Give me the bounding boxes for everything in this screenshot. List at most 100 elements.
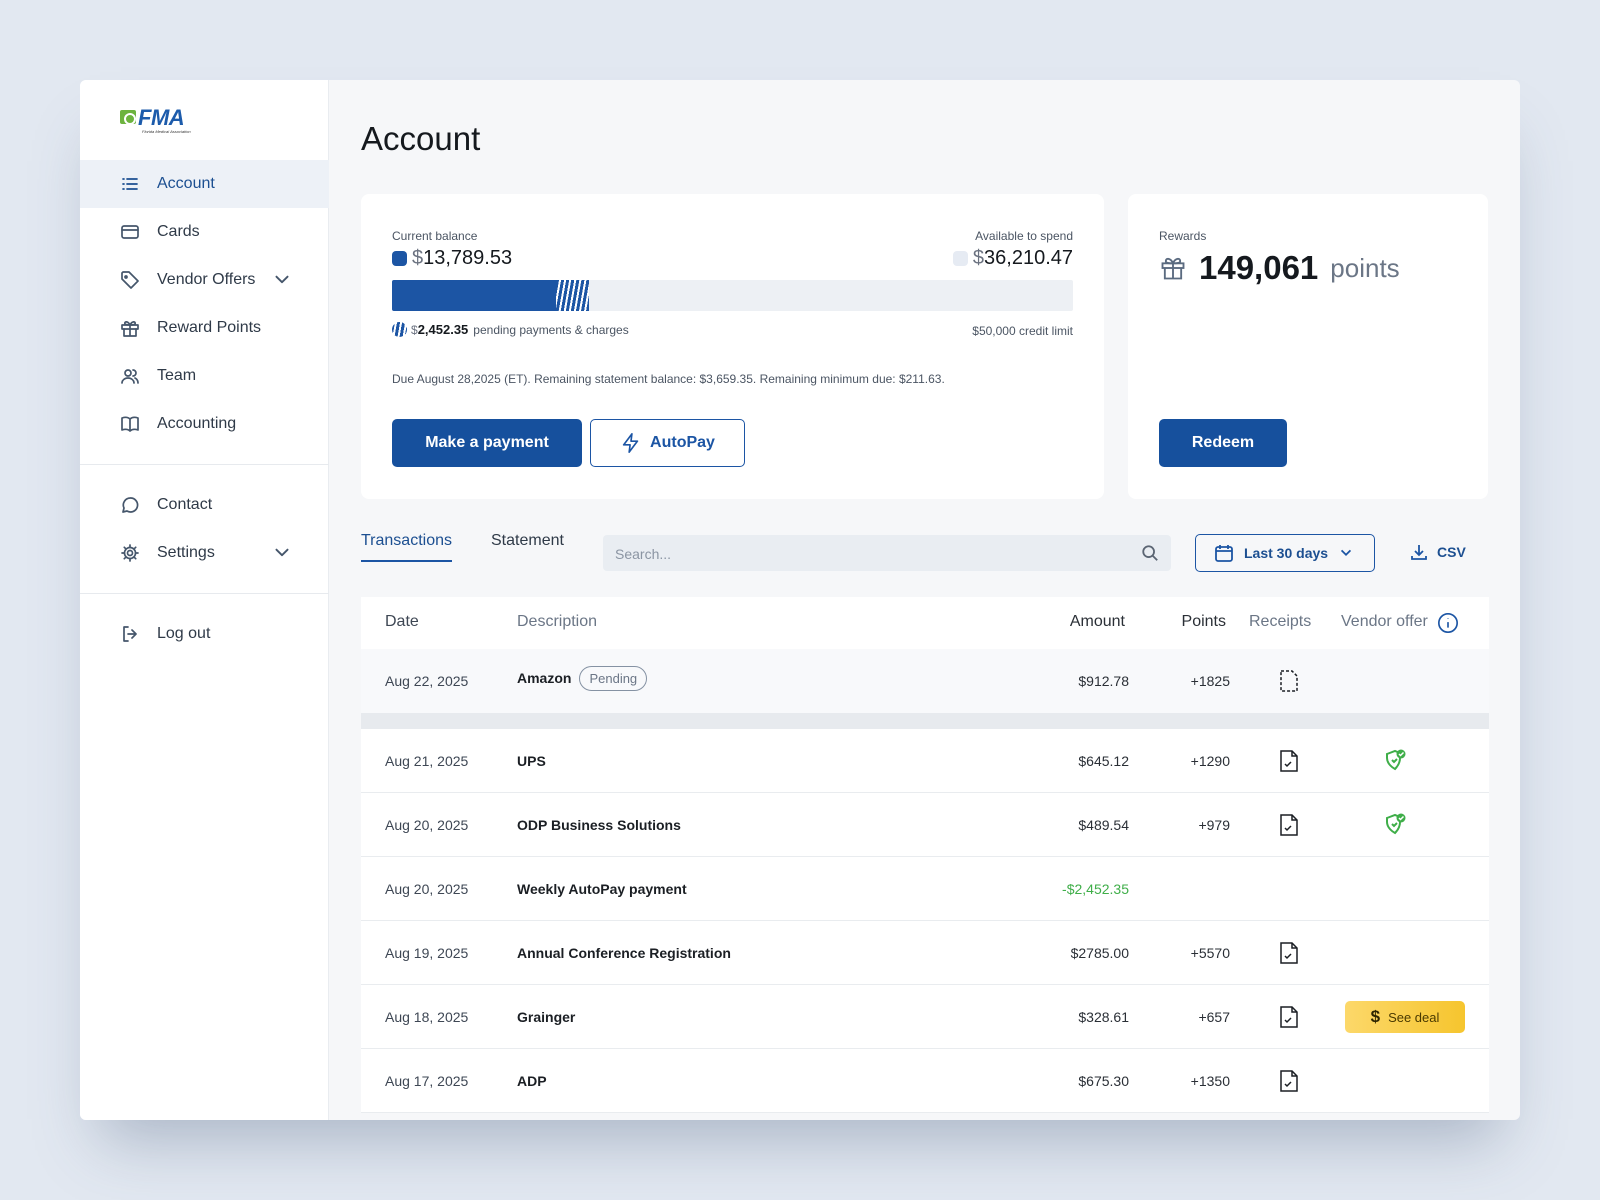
vendor-offer-shield-icon[interactable] <box>1383 813 1407 837</box>
rewards-label: Rewards <box>1159 229 1207 243</box>
pending-label: pending payments & charges <box>473 322 629 337</box>
credit-limit: $50,000 credit limit <box>972 324 1073 338</box>
current-amount: 13,789.53 <box>423 247 513 269</box>
rewards-points: 149,061 points <box>1159 249 1400 287</box>
chevron-down-icon[interactable] <box>272 270 292 290</box>
receipt-icon[interactable] <box>1278 1069 1300 1093</box>
page-title: Account <box>361 120 481 157</box>
see-deal-button[interactable]: $ See deal <box>1345 1001 1465 1033</box>
tab-label: Transactions <box>361 532 452 549</box>
row-amount: $489.54 <box>1078 817 1129 833</box>
receipt-icon[interactable] <box>1278 1005 1300 1029</box>
receipt-icon[interactable] <box>1278 813 1300 837</box>
date-range-dropdown[interactable]: Last 30 days <box>1195 534 1375 572</box>
row-description: ODP Business Solutions <box>517 817 681 833</box>
nav-item-reward-points[interactable]: Reward Points <box>80 304 329 352</box>
balance-fill <box>392 280 557 311</box>
row-description: ADP <box>517 1073 547 1089</box>
receipt-cell <box>1278 749 1300 776</box>
available-swatch <box>952 251 968 266</box>
nav-item-accounting[interactable]: Accounting <box>80 400 329 448</box>
users-icon <box>121 369 139 384</box>
chat-icon <box>122 497 139 513</box>
vendor-offer-shield-icon[interactable] <box>1383 749 1407 773</box>
table-row[interactable]: Aug 18, 2025 Grainger $328.61 +657 $ See deal <box>361 985 1489 1049</box>
transactions-table: Date Description Amount Points Receipts … <box>361 597 1489 1113</box>
row-points: +5570 <box>1190 945 1230 961</box>
redeem-button[interactable]: Redeem <box>1159 419 1287 467</box>
tab-statement[interactable]: Statement <box>491 532 564 560</box>
current-balance-value: $13,789.53 <box>392 247 512 270</box>
points-value: 149,061 <box>1199 249 1319 286</box>
header-description[interactable]: Description <box>517 613 598 630</box>
nav-item-contact[interactable]: Contact <box>80 481 329 529</box>
info-icon[interactable] <box>1437 612 1459 634</box>
autopay-button[interactable]: AutoPay <box>590 419 745 467</box>
available-label: Available to spend <box>975 229 1073 243</box>
search-icon[interactable] <box>1141 544 1159 562</box>
current-swatch <box>392 251 407 266</box>
chevron-down-icon[interactable] <box>272 543 292 563</box>
currency-symbol: $ <box>411 322 418 337</box>
nav-item-vendor-offers[interactable]: Vendor Offers <box>80 256 329 304</box>
header-vendor-offer: Vendor offer <box>1341 613 1428 630</box>
table-row[interactable]: Aug 19, 2025 Annual Conference Registrati… <box>361 921 1489 985</box>
receipt-icon[interactable] <box>1278 941 1300 965</box>
balance-card: Current balance $13,789.53 Available to … <box>361 194 1104 499</box>
nav-item-settings[interactable]: Settings <box>80 529 329 577</box>
make-payment-button[interactable]: Make a payment <box>392 419 582 467</box>
calendar-icon <box>1215 545 1233 562</box>
button-label: AutoPay <box>650 434 715 451</box>
available-amount: 36,210.47 <box>984 247 1073 269</box>
chevron-down-icon <box>1340 549 1352 557</box>
due-statement: Due August 28,2025 (ET). Remaining state… <box>392 372 945 386</box>
row-description: UPS <box>517 753 546 769</box>
tab-transactions[interactable]: Transactions <box>361 532 452 562</box>
vendor-offer-cell <box>1383 813 1407 840</box>
logo-text: FMA <box>138 105 185 130</box>
current-balance-label: Current balance <box>392 229 478 243</box>
search-placeholder: Search... <box>615 546 672 562</box>
app-window: FMA Florida Medical Association Account … <box>80 80 1520 1120</box>
row-amount: $328.61 <box>1078 1009 1129 1025</box>
nav-item-account[interactable]: Account <box>80 160 329 208</box>
nav-label: Settings <box>157 544 215 561</box>
search-input[interactable]: Search... <box>603 535 1171 571</box>
logout-nav: Log out <box>80 610 329 658</box>
points-unit: points <box>1330 252 1400 283</box>
nav-item-team[interactable]: Team <box>80 352 329 400</box>
date-filter-label: Last 30 days <box>1244 545 1329 561</box>
table-row[interactable]: Aug 20, 2025 ODP Business Solutions $489.5… <box>361 793 1489 857</box>
row-description: Grainger <box>517 1009 576 1025</box>
currency-symbol: $ <box>412 247 424 269</box>
header-points[interactable]: Points <box>1181 613 1226 630</box>
nav-item-logout[interactable]: Log out <box>80 610 329 658</box>
pending-badge: Pending <box>579 666 648 691</box>
header-amount[interactable]: Amount <box>1069 613 1125 630</box>
credit-usage-bar <box>392 280 1073 311</box>
table-row[interactable]: Aug 17, 2025 ADP $675.30 +1350 <box>361 1049 1489 1113</box>
row-separator <box>361 713 1489 729</box>
row-points: +657 <box>1198 1009 1230 1025</box>
nav-label: Accounting <box>157 415 237 432</box>
row-amount: $2785.00 <box>1070 945 1129 961</box>
nav-item-cards[interactable]: Cards <box>80 208 329 256</box>
secondary-nav: Contact Settings <box>80 481 329 577</box>
main-content: Account Current balance $13,789.53 Avail… <box>329 80 1520 1120</box>
card-icon <box>121 225 139 239</box>
table-row[interactable]: Aug 21, 2025 UPS $645.12 +1290 <box>361 729 1489 793</box>
receipt-icon[interactable] <box>1278 749 1300 773</box>
fma-logo[interactable]: FMA Florida Medical Association <box>120 105 191 134</box>
row-date: Aug 19, 2025 <box>385 945 469 961</box>
row-date: Aug 21, 2025 <box>385 753 469 769</box>
upload-receipt-icon[interactable] <box>1278 669 1300 693</box>
row-points: +1290 <box>1190 753 1230 769</box>
sidebar: FMA Florida Medical Association Account … <box>80 80 329 1120</box>
table-header: Date Description Amount Points Receipts … <box>361 597 1489 649</box>
main-nav: Account Cards Vendor Offers Reward Point… <box>80 160 329 448</box>
deal-label: See deal <box>1388 1009 1440 1025</box>
table-row[interactable]: Aug 20, 2025 Weekly AutoPay payment -$2,45… <box>361 857 1489 921</box>
header-date[interactable]: Date <box>385 613 419 630</box>
csv-export-button[interactable]: CSV <box>1409 542 1466 562</box>
table-row-pending[interactable]: Aug 22, 2025 Amazon Pending $912.78 +1825 <box>361 649 1489 713</box>
